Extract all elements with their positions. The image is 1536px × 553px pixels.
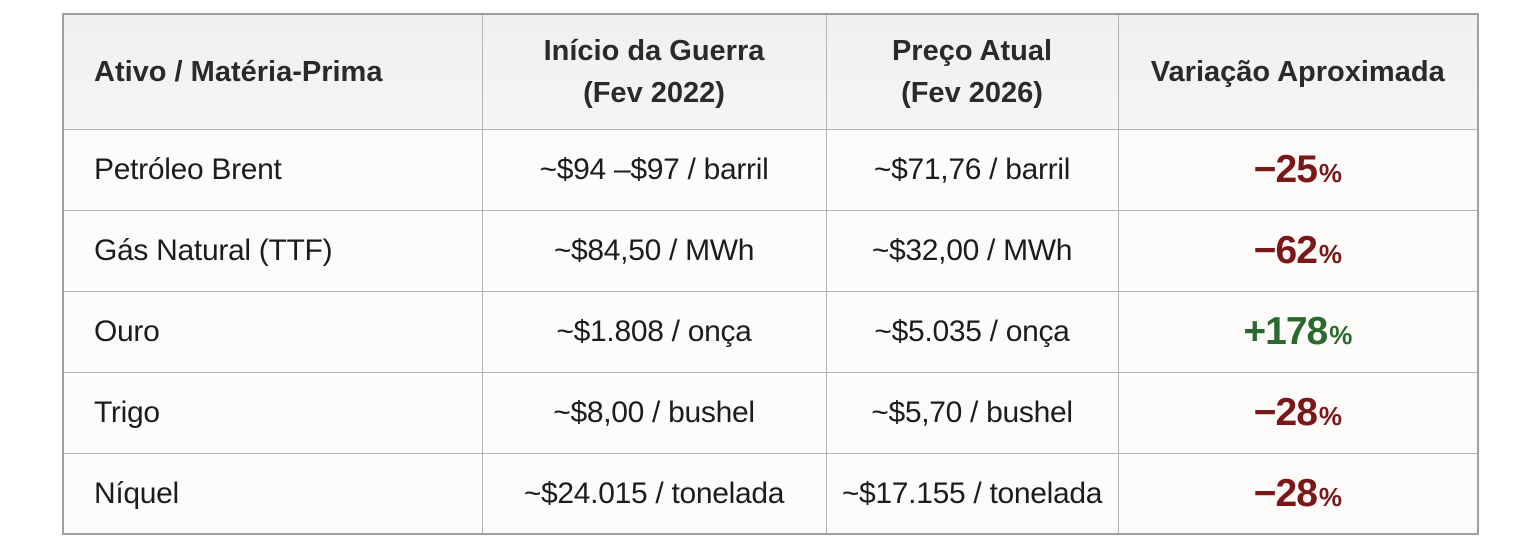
change-cell: −28%	[1117, 452, 1479, 535]
change-cell: −25%	[1117, 129, 1479, 211]
asset-cell: Petróleo Brent	[62, 129, 483, 211]
header-line1: Ativo / Matéria-Prima	[94, 55, 383, 88]
current-price-cell: ~$5,70 / bushel	[825, 371, 1119, 454]
commodities-table-container: Ativo / Matéria-Prima Início da Guerra (…	[62, 13, 1479, 536]
change-unit: %	[1318, 157, 1342, 188]
asset-cell: Trigo	[62, 371, 483, 454]
current-price-cell: ~$32,00 / MWh	[825, 209, 1119, 292]
column-header-start-price: Início da Guerra (Fev 2022)	[481, 13, 827, 130]
table-row: Trigo ~$8,00 / bushel ~$5,70 / bushel −2…	[62, 371, 1479, 454]
current-price-cell: ~$71,76 / barril	[825, 129, 1119, 211]
header-line1: Início da Guerra	[543, 34, 765, 67]
header-line2: (Fev 2026)	[901, 77, 1043, 109]
change-value: −62	[1253, 228, 1318, 272]
column-header-variation: Variação Aproximada	[1117, 13, 1479, 130]
header-row: Ativo / Matéria-Prima Início da Guerra (…	[62, 13, 1479, 130]
current-price-cell: ~$5.035 / onça	[825, 290, 1119, 373]
change-cell: +178%	[1117, 290, 1479, 373]
start-price-cell: ~$84,50 / MWh	[481, 209, 827, 292]
column-header-current-price: Preço Atual (Fev 2026)	[825, 13, 1119, 130]
table-row: Níquel ~$24.015 / tonelada ~$17.155 / to…	[62, 452, 1479, 535]
change-value: −25	[1253, 147, 1318, 191]
change-cell: −62%	[1117, 209, 1479, 292]
start-price-cell: ~$1.808 / onça	[481, 290, 827, 373]
change-cell: −28%	[1117, 371, 1479, 454]
change-unit: %	[1318, 400, 1342, 431]
change-value: −28	[1253, 390, 1318, 434]
header-line1: Variação Aproximada	[1150, 55, 1445, 88]
commodities-price-table: Ativo / Matéria-Prima Início da Guerra (…	[62, 13, 1479, 536]
table-row: Ouro ~$1.808 / onça ~$5.035 / onça +178%	[62, 290, 1479, 373]
change-unit: %	[1318, 481, 1342, 512]
asset-cell: Ouro	[62, 290, 483, 373]
start-price-cell: ~$94 –$97 / barril	[481, 129, 827, 211]
table-row: Gás Natural (TTF) ~$84,50 / MWh ~$32,00 …	[62, 209, 1479, 292]
asset-cell: Gás Natural (TTF)	[62, 209, 483, 292]
change-unit: %	[1329, 319, 1353, 350]
start-price-cell: ~$8,00 / bushel	[481, 371, 827, 454]
asset-cell: Níquel	[62, 452, 483, 535]
header-line2: (Fev 2022)	[583, 77, 725, 109]
column-header-asset: Ativo / Matéria-Prima	[62, 13, 483, 130]
start-price-cell: ~$24.015 / tonelada	[481, 452, 827, 535]
change-value: −28	[1253, 471, 1318, 515]
header-line1: Preço Atual	[891, 34, 1053, 67]
change-unit: %	[1318, 238, 1342, 269]
current-price-cell: ~$17.155 / tonelada	[825, 452, 1119, 535]
change-value: +178	[1243, 309, 1328, 353]
table-row: Petróleo Brent ~$94 –$97 / barril ~$71,7…	[62, 129, 1479, 211]
